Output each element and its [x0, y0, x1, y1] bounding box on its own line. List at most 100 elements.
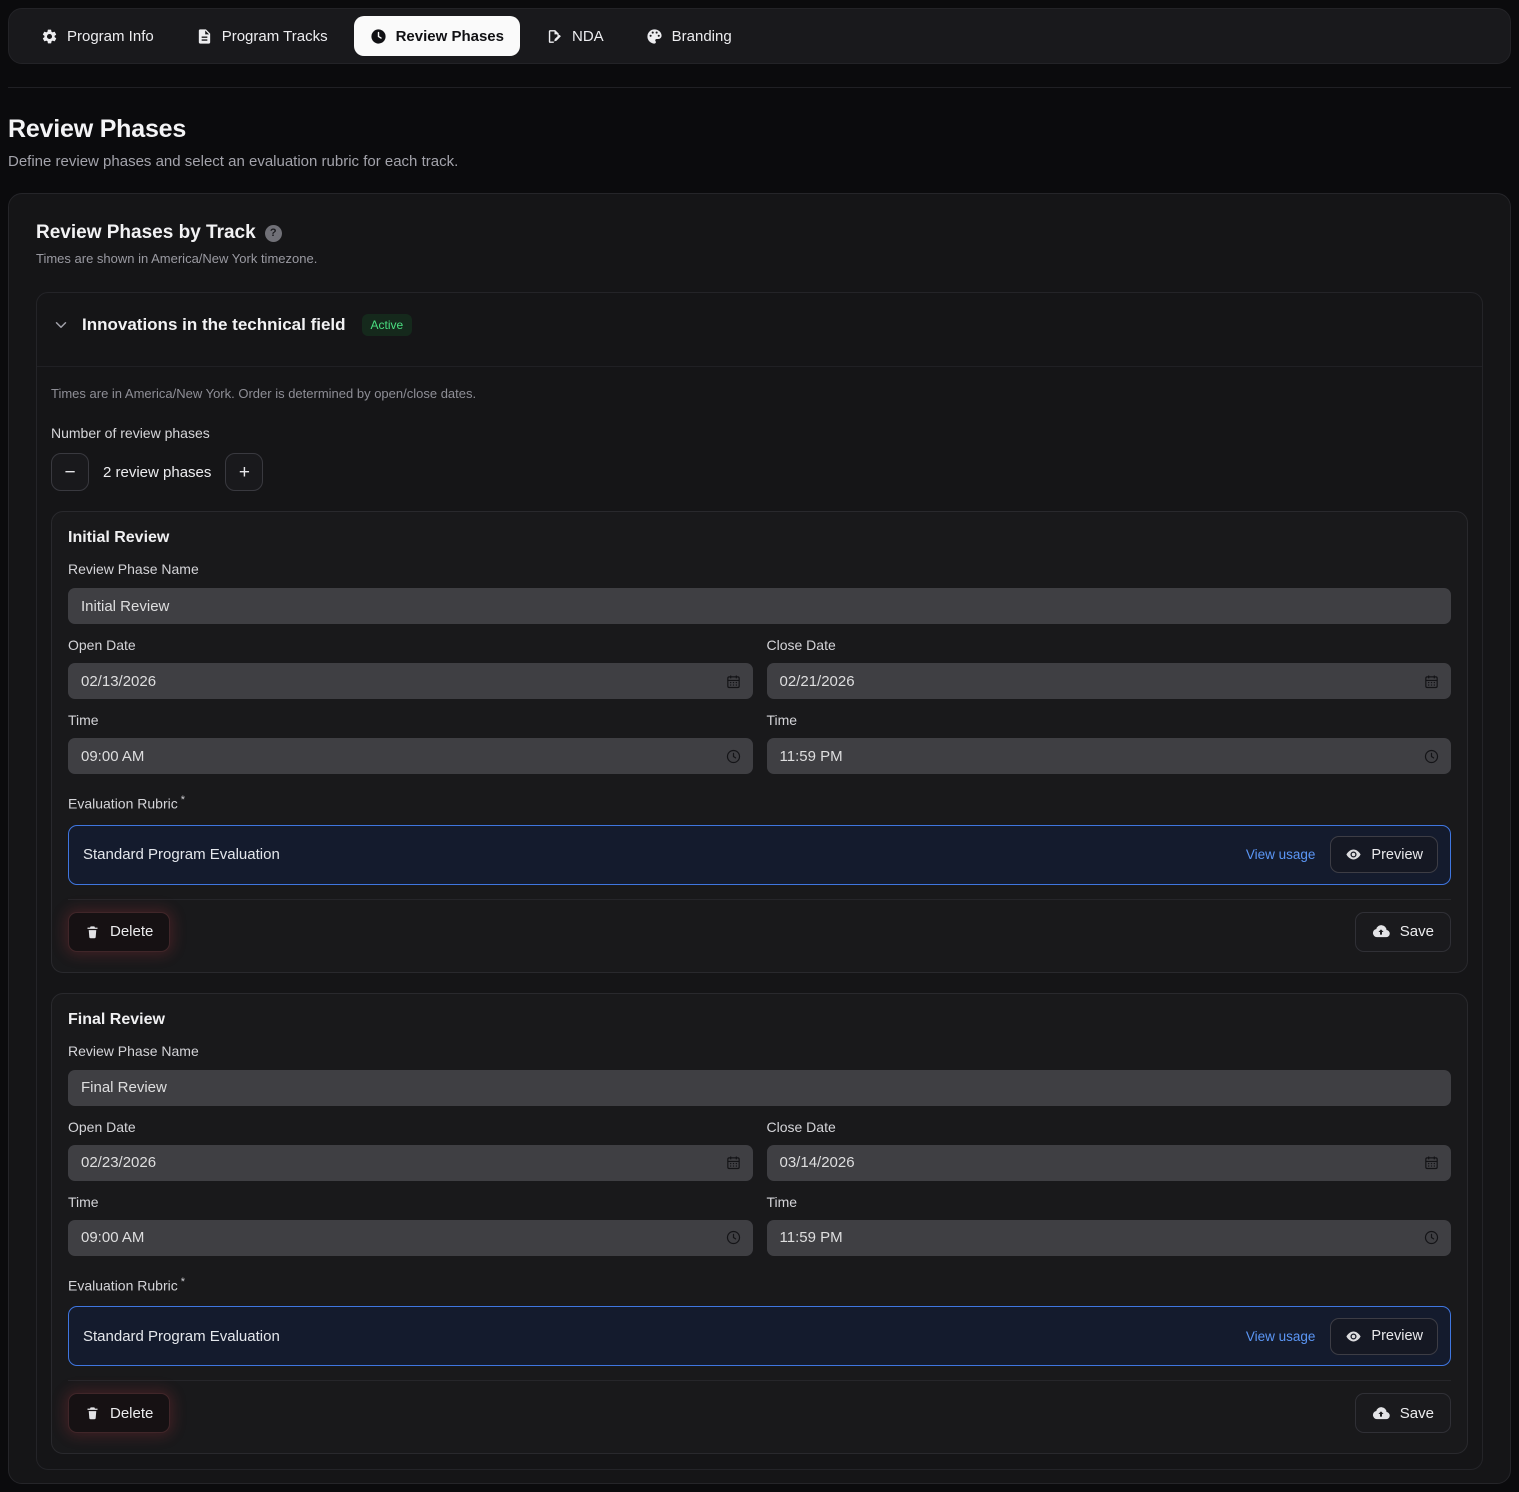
tab-label: Review Phases	[395, 27, 504, 45]
preview-button[interactable]: Preview	[1330, 1317, 1438, 1355]
delete-label: Delete	[110, 923, 154, 941]
date-row: Open Date 02/13/2026 Close Date 02/21/20…	[68, 624, 1451, 699]
close-date-input[interactable]: 03/14/2026	[766, 1144, 1451, 1181]
input-value: 03/14/2026	[779, 1154, 855, 1172]
help-icon[interactable]: ?	[264, 224, 282, 242]
input-value: 09:00 AM	[81, 747, 145, 765]
evaluation-rubric-select[interactable]: Standard Program Evaluation View usage P…	[68, 824, 1451, 885]
phase-actions: Delete Save	[68, 1380, 1451, 1434]
tab-label: Branding	[671, 27, 732, 45]
tab-label: Program Tracks	[221, 27, 328, 45]
phase-count-stepper: − 2 review phases +	[51, 453, 1468, 491]
delete-button[interactable]: Delete	[68, 1393, 171, 1434]
required-marker: *	[180, 1275, 186, 1288]
input-value: 11:59 PM	[779, 747, 843, 765]
close-date-field: Close Date 02/21/2026	[766, 624, 1451, 699]
status-badge: Active	[361, 314, 413, 336]
save-button[interactable]: Save	[1354, 911, 1451, 952]
rubric-name: Standard Program Evaluation	[83, 846, 280, 864]
open-date-field: Open Date 02/13/2026	[68, 624, 753, 699]
required-marker: *	[180, 794, 186, 806]
review-phase-name-label: Review Phase Name	[68, 1042, 199, 1059]
signature-icon	[546, 28, 563, 45]
calendar-icon	[1423, 673, 1440, 690]
close-date-field: Close Date 03/14/2026	[766, 1106, 1451, 1181]
track-note: Times are in America/New York. Order is …	[51, 386, 477, 401]
open-time-field: Time 09:00 AM	[68, 1181, 753, 1256]
decrement-button[interactable]: −	[51, 453, 89, 491]
time-label: Time	[68, 712, 99, 728]
input-value: Initial Review	[81, 597, 170, 615]
phase-card-final-review: Final Review Review Phase Name Final Rev…	[51, 992, 1468, 1455]
eye-icon	[1345, 846, 1362, 863]
delete-button[interactable]: Delete	[68, 911, 171, 952]
open-date-input[interactable]: 02/23/2026	[68, 1144, 753, 1181]
track-section: Innovations in the technical field Activ…	[36, 292, 1483, 1471]
track-body: Times are in America/New York. Order is …	[37, 367, 1482, 1469]
phase-actions: Delete Save	[68, 898, 1451, 952]
cloud-upload-icon	[1372, 1406, 1390, 1421]
input-value: 02/13/2026	[81, 672, 157, 690]
close-time-input[interactable]: 11:59 PM	[766, 738, 1451, 774]
phase-count-value: 2 review phases	[103, 463, 212, 481]
save-label: Save	[1399, 923, 1434, 941]
trash-icon	[85, 1405, 100, 1421]
open-date-field: Open Date 02/23/2026	[68, 1106, 753, 1181]
phase-count-label: Number of review phases	[51, 425, 210, 441]
close-time-input[interactable]: 11:59 PM	[766, 1219, 1451, 1256]
open-date-input[interactable]: 02/13/2026	[68, 663, 753, 699]
phase-title: Initial Review	[68, 529, 170, 546]
tab-program-tracks[interactable]: Program Tracks	[180, 16, 344, 56]
increment-button[interactable]: +	[225, 453, 264, 491]
view-usage-link[interactable]: View usage	[1245, 847, 1316, 863]
time-label: Time	[766, 712, 798, 728]
track-title: Innovations in the technical field	[82, 315, 346, 334]
calendar-icon	[1423, 1154, 1440, 1171]
tab-nda[interactable]: NDA	[530, 16, 620, 56]
review-phase-name-label: Review Phase Name	[68, 561, 199, 577]
clock-icon	[1423, 748, 1440, 765]
phase-card-initial-review: Initial Review Review Phase Name Initial…	[51, 511, 1468, 973]
evaluation-rubric-select[interactable]: Standard Program Evaluation View usage P…	[68, 1306, 1451, 1367]
preview-label: Preview	[1371, 1328, 1423, 1345]
page-title: Review Phases	[8, 115, 187, 143]
eye-icon	[1345, 1328, 1362, 1345]
document-icon	[196, 28, 213, 45]
time-row: Time 09:00 AM Time 11:59 PM	[68, 1181, 1451, 1256]
tab-program-info[interactable]: Program Info	[25, 16, 170, 56]
close-date-input[interactable]: 02/21/2026	[766, 663, 1451, 699]
rubric-actions: View usage Preview	[1245, 836, 1438, 874]
evaluation-rubric-label: Evaluation Rubric *	[68, 794, 186, 812]
open-time-input[interactable]: 09:00 AM	[68, 738, 753, 774]
time-label: Time	[68, 1193, 99, 1210]
review-phase-name-input[interactable]: Initial Review	[68, 588, 1451, 624]
open-date-label: Open Date	[68, 1118, 136, 1135]
page-header: Review Phases Define review phases and s…	[8, 115, 1511, 170]
card-title: Review Phases by Track	[36, 222, 256, 243]
input-value: 11:59 PM	[779, 1229, 843, 1247]
tab-branding[interactable]: Branding	[630, 16, 748, 56]
save-label: Save	[1399, 1404, 1434, 1422]
tab-label: NDA	[571, 27, 604, 45]
time-label: Time	[766, 1193, 798, 1210]
page-subtitle: Define review phases and select an evalu…	[8, 153, 459, 170]
review-phases-card: Review Phases by Track ? Times are shown…	[8, 193, 1511, 1485]
tab-review-phases[interactable]: Review Phases	[353, 16, 520, 56]
calendar-icon	[725, 673, 742, 690]
close-date-label: Close Date	[766, 637, 836, 653]
save-button[interactable]: Save	[1354, 1393, 1451, 1434]
timezone-note: Times are shown in America/New York time…	[36, 251, 318, 266]
trash-icon	[85, 924, 100, 940]
view-usage-link[interactable]: View usage	[1245, 1328, 1316, 1344]
cloud-upload-icon	[1372, 924, 1390, 939]
clock-icon	[370, 28, 387, 45]
open-time-input[interactable]: 09:00 AM	[68, 1219, 753, 1256]
palette-icon	[646, 28, 663, 45]
input-value: 09:00 AM	[81, 1229, 145, 1247]
input-value: 02/21/2026	[779, 672, 855, 690]
preview-button[interactable]: Preview	[1330, 836, 1438, 874]
review-phase-name-input[interactable]: Final Review	[68, 1069, 1451, 1106]
track-header[interactable]: Innovations in the technical field Activ…	[37, 293, 1482, 367]
clock-icon	[725, 748, 742, 765]
time-row: Time 09:00 AM Time 11:59 PM	[68, 699, 1451, 774]
